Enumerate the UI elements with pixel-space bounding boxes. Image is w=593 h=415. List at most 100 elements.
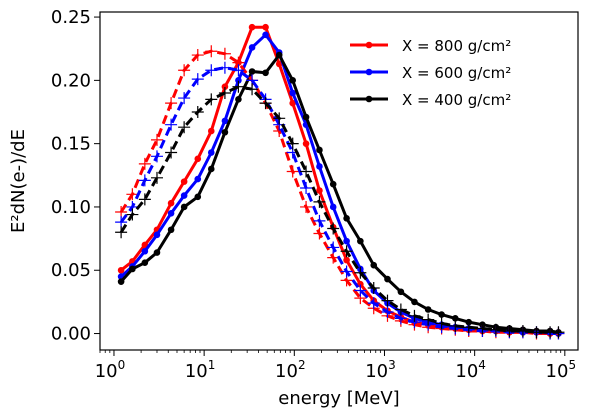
- data-point: [167, 199, 175, 207]
- data-point: [489, 323, 502, 336]
- x-tick-label: 101: [185, 358, 216, 382]
- plot-marks: [115, 23, 565, 340]
- data-point: [435, 317, 448, 330]
- data-point: [316, 163, 323, 170]
- data-point: [221, 128, 229, 136]
- y-axis-label: E²dN(e-)/dE: [8, 129, 29, 233]
- data-point: [246, 83, 259, 96]
- data-point: [300, 181, 313, 194]
- data-point: [316, 146, 323, 154]
- data-point: [235, 77, 242, 84]
- data-point: [167, 209, 175, 217]
- data-point: [476, 322, 489, 335]
- data-point: [129, 265, 136, 273]
- data-point: [286, 137, 299, 150]
- data-point: [117, 278, 125, 285]
- x-axis: 100 101 102 103 104 105: [95, 350, 576, 382]
- data-point: [302, 113, 310, 121]
- data-point: [384, 275, 391, 283]
- legend-label: X = 600 g/cm²: [402, 64, 511, 82]
- data-point: [235, 96, 242, 103]
- x-tick-label: 104: [455, 358, 486, 382]
- data-point: [178, 121, 191, 134]
- data-point: [153, 231, 161, 239]
- data-point: [205, 45, 218, 58]
- data-point: [313, 227, 326, 240]
- y-tick-label: 0.00: [51, 324, 91, 345]
- data-point: [153, 249, 161, 256]
- data-point: [194, 193, 202, 201]
- data-point: [343, 237, 350, 245]
- data-point: [115, 206, 128, 219]
- data-point: [367, 281, 380, 294]
- data-point: [115, 226, 128, 239]
- data-point: [262, 31, 269, 39]
- data-point: [329, 180, 337, 188]
- data-point: [422, 313, 435, 326]
- data-point: [150, 171, 163, 184]
- data-point: [327, 222, 340, 235]
- data-point: [381, 306, 394, 319]
- data-point: [262, 69, 269, 77]
- y-tick-label: 0.15: [51, 134, 91, 155]
- data-point: [530, 326, 543, 339]
- data-point: [248, 23, 256, 31]
- plot-frame: [99, 11, 579, 351]
- data-point: [248, 68, 256, 75]
- data-point: [313, 214, 326, 227]
- data-point: [411, 298, 418, 306]
- data-point: [138, 193, 151, 206]
- data-point: [194, 175, 202, 183]
- data-point: [126, 208, 139, 221]
- data-point: [300, 200, 313, 213]
- x-tick-label: 100: [95, 358, 126, 382]
- data-point: [221, 117, 229, 125]
- data-point: [394, 303, 407, 316]
- y-tick-label: 0.05: [51, 260, 91, 281]
- data-point: [150, 150, 163, 163]
- data-point: [141, 247, 149, 255]
- x-tick-label: 103: [365, 358, 396, 382]
- data-point: [141, 259, 149, 266]
- y-axis: 0.00 0.05 0.10 0.15 0.20 0.25: [51, 7, 100, 345]
- data-point: [367, 297, 380, 310]
- data-point: [138, 157, 151, 170]
- data-point: [381, 294, 394, 307]
- data-point: [503, 325, 516, 338]
- data-point: [438, 311, 445, 318]
- data-point: [180, 178, 188, 185]
- series-line-5: [119, 85, 559, 334]
- series-line-2: [119, 53, 559, 334]
- data-point: [218, 87, 231, 100]
- data-point: [165, 97, 178, 110]
- data-point: [207, 127, 215, 135]
- y-tick-label: 0.20: [51, 70, 91, 91]
- legend-label: X = 400 g/cm²: [402, 91, 511, 109]
- data-point: [343, 215, 350, 222]
- data-point: [180, 203, 188, 211]
- x-axis-label: energy [MeV]: [278, 388, 399, 409]
- x-tick-label: 102: [275, 358, 306, 382]
- data-point: [462, 321, 475, 334]
- legend-marker: [365, 95, 373, 103]
- data-point: [191, 73, 204, 86]
- data-point: [248, 44, 256, 51]
- data-point: [552, 326, 565, 339]
- data-point: [191, 106, 204, 119]
- data-point: [289, 77, 297, 84]
- legend-marker: [365, 68, 373, 76]
- data-point: [165, 146, 178, 159]
- data-point: [218, 47, 231, 60]
- data-point: [354, 266, 367, 279]
- legend-label: X = 800 g/cm²: [402, 37, 511, 55]
- data-point: [289, 99, 297, 107]
- data-point: [286, 165, 299, 178]
- data-point: [275, 51, 283, 59]
- data-point: [259, 97, 272, 110]
- data-point: [150, 133, 163, 146]
- data-point: [343, 256, 350, 264]
- data-point: [316, 187, 323, 194]
- series-line-4: [119, 66, 559, 335]
- data-point: [397, 288, 405, 296]
